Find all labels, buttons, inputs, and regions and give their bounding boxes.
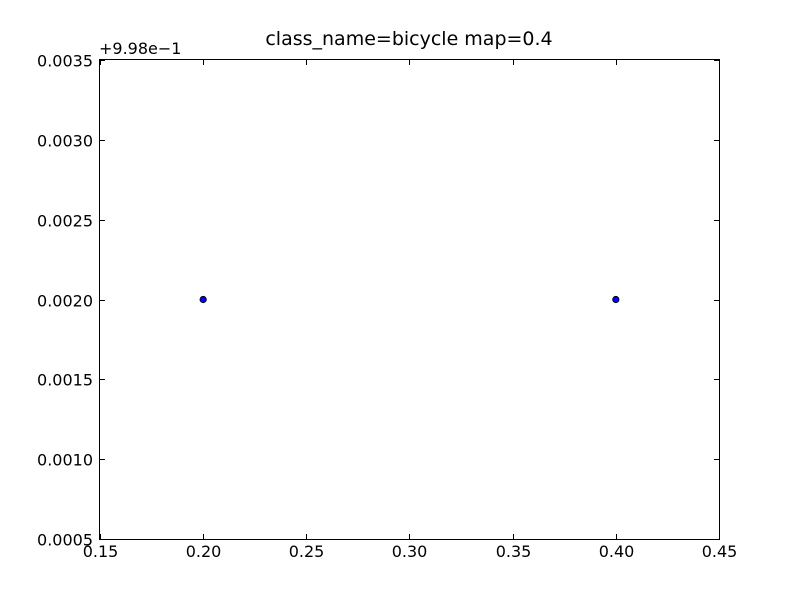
- x-tick-label: 0.35: [496, 542, 532, 561]
- x-tick-label: 0.30: [392, 542, 428, 561]
- y-tick-label: 0.0030: [37, 132, 93, 151]
- y-tick-label: 0.0015: [37, 371, 93, 390]
- data-point: [199, 295, 207, 304]
- plot-area: [99, 59, 720, 540]
- y-tick-label: 0.0025: [37, 212, 93, 231]
- x-tick-label: 0.15: [83, 542, 119, 561]
- x-tick-label: 0.45: [702, 542, 738, 561]
- data-point: [612, 295, 620, 304]
- chart-title: class_name=bicycle map=0.4: [265, 28, 552, 50]
- x-axis-tick-labels: 0.15 0.20 0.25 0.30 0.35 0.40 0.45: [83, 542, 738, 561]
- axis-ticks: [100, 60, 720, 540]
- y-tick-label: 0.0005: [37, 531, 93, 550]
- y-tick-label: 0.0020: [37, 292, 93, 311]
- y-axis-offset-label: +9.98e−1: [99, 39, 181, 58]
- x-tick-label: 0.40: [599, 542, 635, 561]
- y-axis-tick-labels: 0.0005 0.0010 0.0015 0.0020 0.0025 0.0030 0.00…: [37, 52, 93, 550]
- y-tick-label: 0.0035: [37, 52, 93, 71]
- y-tick-label: 0.0010: [37, 451, 93, 470]
- x-tick-label: 0.25: [289, 542, 325, 561]
- data-points: [199, 295, 620, 304]
- x-tick-label: 0.20: [186, 542, 222, 561]
